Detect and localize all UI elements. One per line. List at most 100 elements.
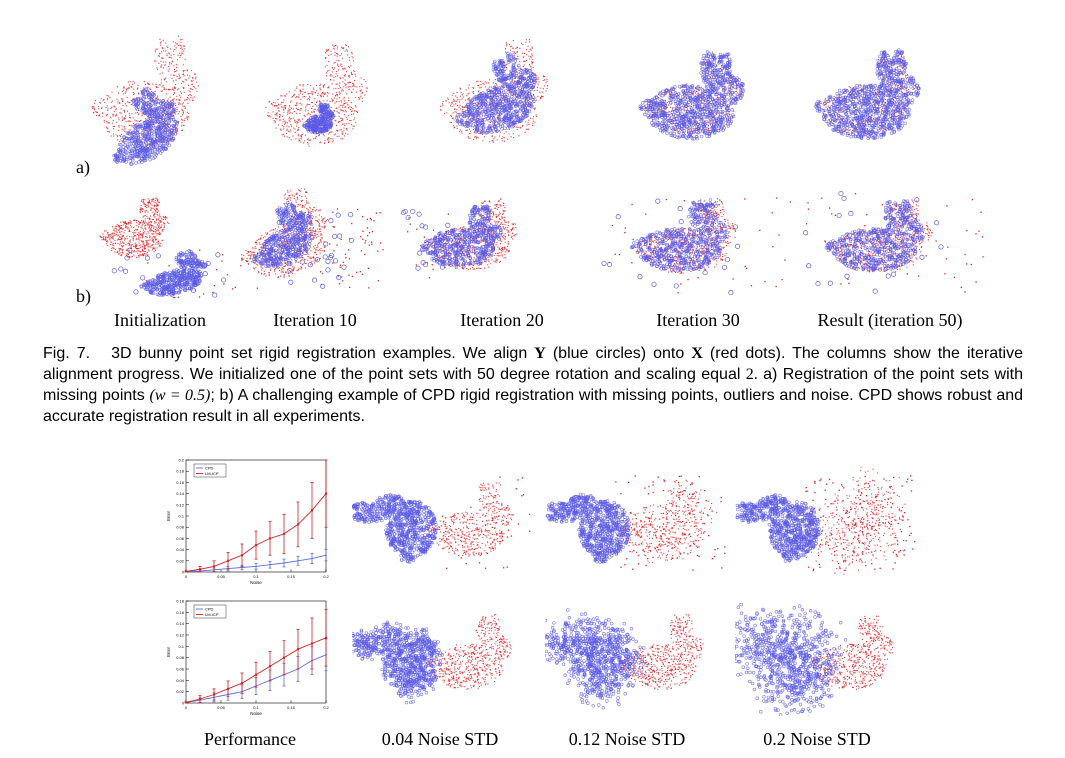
outlier-panel-3 [735,466,916,575]
blue-point-cloud [454,51,538,135]
y-tick-label: 0.06 [176,536,185,541]
y-tick-label: 0.14 [176,621,185,626]
outlier-points [803,190,944,294]
data-point [241,682,243,685]
caption-fig-label: Fig. 7. [43,345,90,362]
data-point [325,636,327,639]
row-label-b: b) [76,286,91,307]
y-tick-label: 0.2 [178,458,184,463]
data-point [297,523,299,526]
legend-label: LM-ICP [205,471,219,476]
column-label-iteration-20: Iteration 20 [442,310,562,331]
y-tick-label: 0.18 [176,469,185,474]
outlier-points [319,208,384,289]
blue-point-cloud [252,201,315,269]
data-point [213,693,215,696]
row-label-a: a) [76,157,90,178]
caption-w-expression: (w = 0.5) [150,387,211,404]
data-point [199,698,201,701]
y-tick-label: 0.18 [176,599,185,604]
row-a-panel-2 [265,44,368,147]
row-a-panel-4 [638,50,745,141]
x-tick-label: 0.2 [323,574,329,579]
y-tick-label: 0.02 [176,558,185,563]
y-tick-label: 0.16 [176,480,185,485]
x-tick-label: 0.15 [287,574,296,579]
x-tick-label: 0 [185,574,188,579]
outlier-points [400,208,451,271]
y-tick-label: 0.08 [176,655,185,660]
red-point-cloud [618,614,704,690]
row-b-panel-4 [601,197,791,296]
x-tick-label: 0 [185,705,188,710]
caption-text-1: 3D bunny point set rigid registration ex… [111,345,527,362]
y-tick-label: 0.1 [178,644,184,649]
column-label-performance: Performance [185,729,315,750]
data-point [311,642,313,645]
y-tick-label: 0.04 [176,678,185,683]
data-point [311,509,313,512]
caption-text-2: (blue circles) onto [553,345,684,362]
data-point [283,656,285,659]
caption-scale-value: 2. [746,366,758,383]
x-tick-label: 0.15 [287,705,296,710]
row-a-panel-1 [92,35,199,166]
y-axis-label: Error [166,510,171,521]
data-point [255,673,257,676]
blue-point-cloud [638,50,745,141]
data-point [199,568,201,571]
data-point [185,701,187,704]
x-tick-label: 0.05 [217,574,226,579]
y-tick-label: 0.02 [176,689,185,694]
column-label-initialization: Initialization [100,310,220,331]
outlier-points [426,476,531,569]
legend-label: CPD [205,607,214,612]
x-tick-label: 0.1 [253,705,259,710]
y-tick-label: 0.12 [176,633,185,638]
data-point [227,687,229,690]
blue-point-cloud [814,48,921,141]
blue-point-cloud [629,198,729,273]
x-tick-label: 0.05 [217,705,226,710]
blue-point-cloud [352,493,438,564]
data-point [227,559,229,562]
row-b-panel-2 [241,188,384,289]
caption-symbol-y: Y [534,345,546,362]
data-point [283,532,285,535]
performance-chart-outliers: 0 0.02 0.04 0.06 0.08 0.1 0.12 0.14 0.16 0.18 0.2 0… [166,458,330,586]
noise-panel-3 [735,602,894,716]
y-axis-label: Error [166,646,171,657]
row-b-panel-3 [400,198,518,279]
row-b-panel-1 [99,197,259,299]
x-tick-label: 0.1 [253,574,259,579]
red-point-cloud [614,479,718,564]
blue-point-cloud [112,87,179,166]
caption-text-5: ; b) A challenging example of CPD rigid … [43,387,1023,425]
y-tick-label: 0 [182,701,185,706]
x-axis-label: Noise [250,711,262,716]
blue-point-cloud [352,620,444,705]
red-point-cloud [798,466,906,575]
y-tick-label: 0.1 [178,514,184,519]
outlier-points [805,193,984,293]
data-point [269,537,271,540]
blue-point-cloud [735,493,821,563]
x-tick-label: 0.2 [323,705,329,710]
caption-symbol-x: X [691,345,703,362]
blue-point-cloud [824,199,925,273]
outlier-panel-2 [545,475,726,571]
column-label-result: Result (iteration 50) [800,310,980,331]
y-tick-label: 0.12 [176,502,185,507]
blue-point-cloud [545,492,632,564]
data-point [185,570,187,573]
column-label-iteration-10: Iteration 10 [255,310,375,331]
outlier-points [615,475,726,571]
legend-label: LM-ICP [205,612,219,617]
column-label-noise-02: 0.2 Noise STD [747,729,887,750]
figure-7-caption: Fig. 7. 3D bunny point set rigid registr… [43,343,1023,427]
red-point-cloud [428,482,514,557]
data-point [255,544,257,547]
blue-point-cloud [139,249,208,297]
y-tick-label: 0 [182,570,185,575]
data-point [297,648,299,651]
